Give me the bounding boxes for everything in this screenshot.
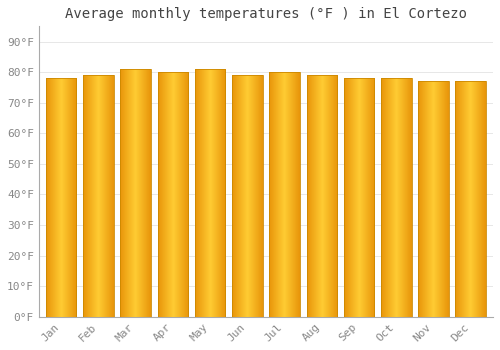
Bar bbox=[195, 69, 226, 317]
Title: Average monthly temperatures (°F ) in El Cortezo: Average monthly temperatures (°F ) in El… bbox=[65, 7, 467, 21]
Bar bbox=[306, 75, 337, 317]
Bar bbox=[418, 81, 448, 317]
Bar bbox=[270, 72, 300, 317]
Bar bbox=[83, 75, 114, 317]
Bar bbox=[46, 78, 76, 317]
Bar bbox=[158, 72, 188, 317]
Bar bbox=[344, 78, 374, 317]
Bar bbox=[120, 69, 151, 317]
Bar bbox=[456, 81, 486, 317]
Bar bbox=[381, 78, 412, 317]
Bar bbox=[232, 75, 262, 317]
